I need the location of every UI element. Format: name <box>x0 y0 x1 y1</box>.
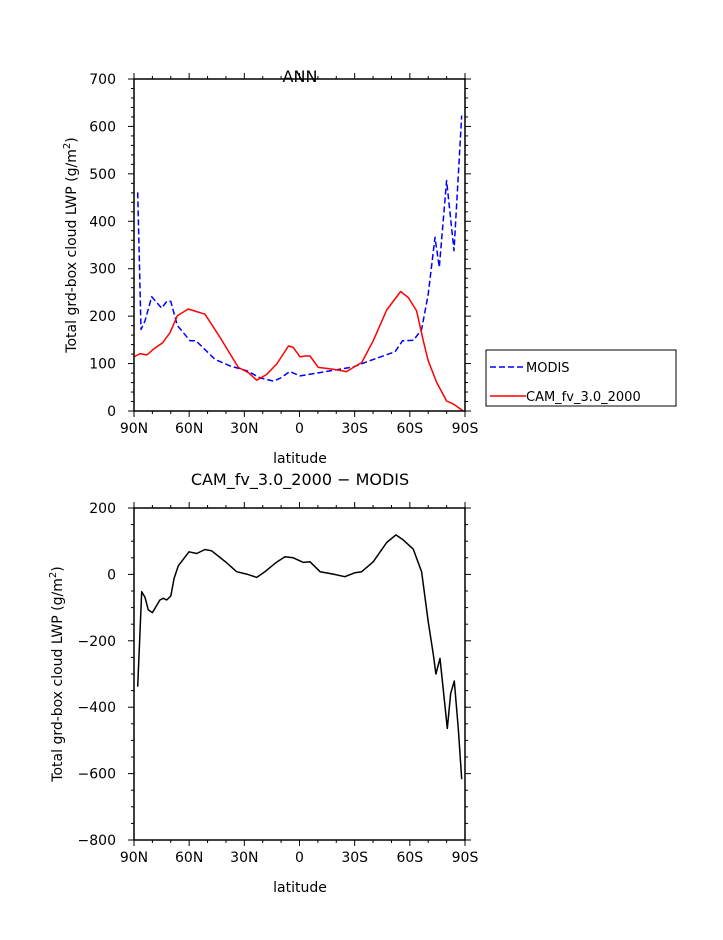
y-tick-label: 700 <box>89 72 116 88</box>
y-tick-label: 100 <box>89 357 116 373</box>
chart2-ylabel-sup: 2 <box>48 572 59 578</box>
x-tick-label: 90S <box>452 850 479 866</box>
y-tick-label: 400 <box>89 214 116 230</box>
y-tick-label: 0 <box>107 404 116 420</box>
x-tick-label: 30S <box>341 850 368 866</box>
chart2-ylabel-end: ) <box>50 566 66 571</box>
y-tick-label: 0 <box>107 567 116 583</box>
x-tick-label: 30N <box>230 421 258 437</box>
chart1-xlabel: latitude <box>273 451 327 467</box>
chart2-ylabel-text: Total grd-box cloud LWP (g/m <box>50 578 66 783</box>
chart1-ylabel-end: ) <box>64 137 80 142</box>
x-tick-label: 90N <box>120 850 148 866</box>
x-tick-label: 0 <box>295 850 304 866</box>
x-tick-label: 90S <box>452 421 479 437</box>
plot-frame <box>133 507 466 841</box>
legend: MODIS CAM_fv_3.0_2000 <box>485 349 677 407</box>
chart2-ylabel: Total grd-box cloud LWP (g/m2) <box>48 566 66 782</box>
chart1-plot: 90N 60N 30N 0 30S 60S 90S 0 100 200 300 400 500 600 70… <box>89 72 478 437</box>
x-tick-label: 30S <box>341 421 368 437</box>
series-line-cam-fv-3-0-2000 <box>133 290 464 412</box>
y-tick-label: −200 <box>78 634 116 650</box>
chart1-ylabel-text: Total grd-box cloud LWP (g/m <box>64 149 80 354</box>
x-tick-label: 30N <box>230 850 258 866</box>
y-tick-label: 200 <box>89 501 116 517</box>
x-tick-label: 60N <box>175 421 203 437</box>
y-tick-label: 500 <box>89 167 116 183</box>
x-tick-label: 90N <box>120 421 148 437</box>
legend-label-cam: CAM_fv_3.0_2000 <box>526 390 641 405</box>
legend-label-modis: MODIS <box>526 361 570 376</box>
y-tick-label: −600 <box>78 767 116 783</box>
x-tick-label: 60S <box>396 850 423 866</box>
y-tick-label: 200 <box>89 309 116 325</box>
series-line-difference <box>136 534 463 780</box>
chart2-xlabel: latitude <box>273 880 327 896</box>
y-tick-label: 600 <box>89 119 116 135</box>
chart1-ylabel: Total grd-box cloud LWP (g/m2) <box>62 137 80 353</box>
series-line-modis <box>136 115 463 382</box>
plot-frame <box>133 78 466 412</box>
x-tick-label: 0 <box>295 421 304 437</box>
y-tick-label: 300 <box>89 262 116 278</box>
chart2-plot: 90N 60N 30N 0 30S 60S 90S −800 −600 −400 −200 0 200 <box>78 501 479 866</box>
x-tick-label: 60S <box>396 421 423 437</box>
y-tick-label: −800 <box>78 833 116 849</box>
x-tick-label: 60N <box>175 850 203 866</box>
y-tick-label: −400 <box>78 700 116 716</box>
chart2-title: CAM_fv_3.0_2000 − MODIS <box>191 470 409 490</box>
chart1-ylabel-sup: 2 <box>62 143 73 149</box>
